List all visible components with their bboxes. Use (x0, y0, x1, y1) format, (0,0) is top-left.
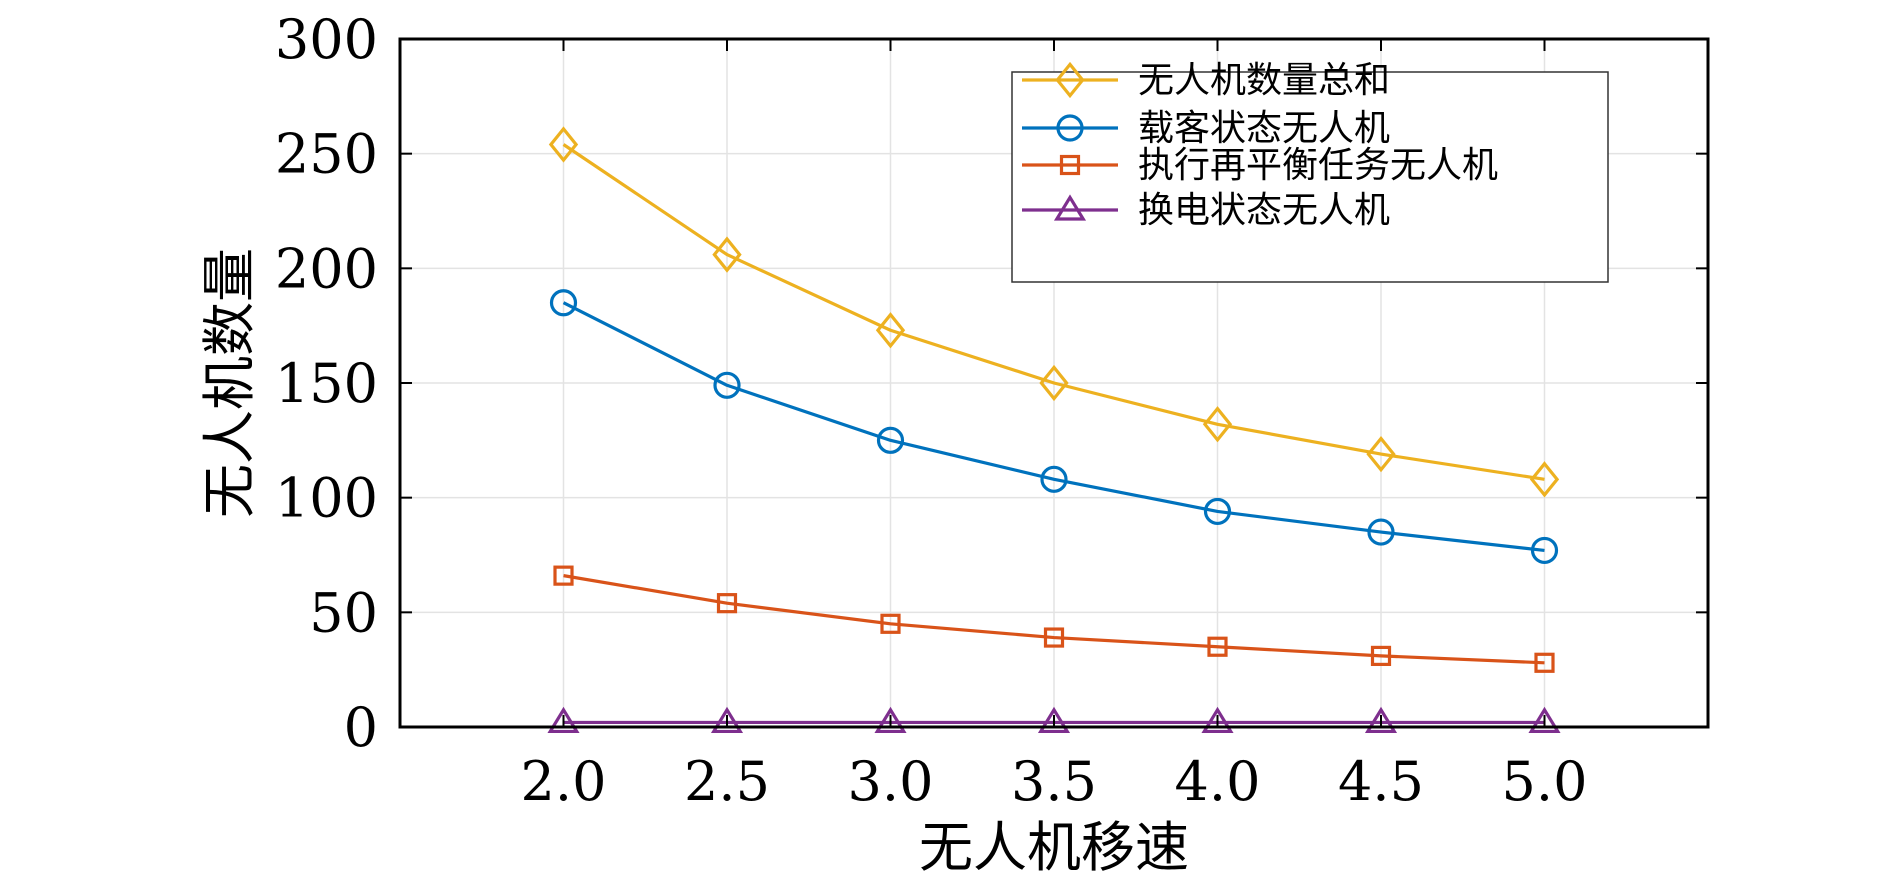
data-point-diamond (1529, 461, 1560, 498)
legend-box (1011, 71, 1609, 283)
data-point-circle (1367, 518, 1395, 546)
data-point-diamond (548, 126, 579, 163)
x-tick-label: 4.0 (1175, 750, 1261, 813)
y-tick-label: 250 (275, 123, 378, 186)
data-point-triangle (1364, 706, 1398, 734)
series-line-3 (563, 574, 1545, 665)
x-tick-label: 4.5 (1338, 750, 1424, 813)
legend-label: 换电状态无人机 (1138, 190, 1390, 231)
data-point-circle (713, 371, 741, 399)
x-tick-label: 3.0 (848, 750, 934, 813)
x-tick-label: 2.0 (521, 750, 607, 813)
legend-label: 无人机数量总和 (1138, 60, 1390, 101)
series-line-1 (562, 143, 1545, 481)
data-point-square (880, 613, 901, 634)
y-tick-label: 50 (309, 581, 378, 644)
data-point-diamond (1366, 435, 1396, 473)
data-point-diamond (875, 312, 906, 349)
y-tick-label: 150 (275, 352, 378, 415)
y-tick-label: 200 (275, 237, 378, 300)
data-point-triangle (547, 706, 580, 734)
data-point-circle (1203, 497, 1232, 526)
data-point-square (716, 593, 738, 614)
x-axis-label: 无人机移速 (919, 816, 1189, 879)
data-point-triangle (1201, 706, 1234, 734)
data-point-triangle (710, 706, 744, 734)
legend-marker-circle (1056, 114, 1084, 142)
y-tick-label: 300 (275, 8, 378, 71)
y-tick-label: 100 (275, 467, 378, 530)
data-point-triangle (1528, 706, 1561, 734)
data-point-square (1534, 652, 1555, 673)
data-point-square (1370, 645, 1392, 667)
data-point-circle (1040, 465, 1068, 493)
x-tick-label: 5.0 (1502, 750, 1588, 813)
data-point-circle (876, 426, 905, 454)
y-tick-label: 0 (344, 696, 378, 759)
data-point-square (1043, 627, 1065, 648)
legend-marker-triangle (1053, 194, 1087, 221)
legend-label: 载客状态无人机 (1138, 108, 1390, 149)
axis-ticks: 2.0 2.5 3.0 3.5 4.0 4.5 5.0 0 50 100 150 200 250 300 (275, 8, 1708, 813)
data-point-diamond (1202, 406, 1233, 443)
series-line-2 (562, 301, 1545, 553)
legend-marker-diamond (1055, 61, 1085, 99)
data-point-triangle (1037, 706, 1071, 734)
data-point-circle (549, 289, 578, 317)
data-point-triangle (874, 706, 907, 734)
data-point-circle (1530, 536, 1559, 565)
legend-marker-square (1059, 154, 1081, 176)
x-tick-label: 3.5 (1011, 750, 1097, 813)
legend-label: 执行再平衡任务无人机 (1138, 145, 1498, 186)
data-point-square (1207, 636, 1228, 657)
data-point-square (553, 565, 574, 586)
y-axis-label: 无人机数量 (198, 248, 261, 518)
data-point-diamond (1039, 364, 1069, 402)
x-tick-label: 2.5 (684, 750, 770, 813)
data-point-diamond (712, 236, 742, 273)
